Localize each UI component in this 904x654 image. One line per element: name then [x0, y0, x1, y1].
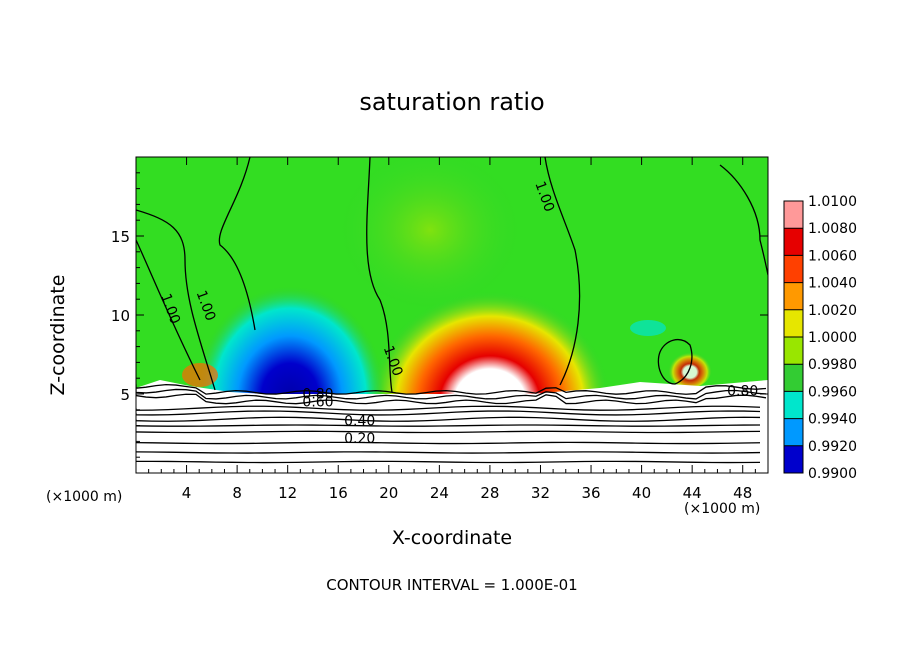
colorbar-label: 0.9900 [808, 466, 857, 482]
colorbar-band [784, 391, 803, 419]
x-tick-label: 8 [232, 484, 242, 502]
y-tick-label: 5 [120, 386, 130, 404]
colorbar-band [784, 364, 803, 392]
contour-line [136, 430, 761, 434]
colorbar-label: 0.9980 [808, 357, 857, 373]
colorbar-band [784, 282, 803, 310]
colorbar-band [784, 228, 803, 256]
contour-line [136, 405, 761, 411]
contour-lines [136, 157, 768, 464]
x-tick-label: 36 [581, 484, 600, 502]
contour-line [136, 441, 761, 445]
colorbar-label: 0.9960 [808, 384, 857, 400]
colorbar-band [784, 337, 803, 365]
contour-interval-note: CONTOUR INTERVAL = 1.000E-01 [326, 576, 578, 594]
x-tick-label: 32 [531, 484, 550, 502]
contour-line [719, 164, 768, 276]
x-unit-label-left: (×1000 m) [46, 489, 123, 505]
contour-line [136, 384, 767, 395]
contour-line [136, 460, 761, 464]
contour-label: 0.80 [302, 387, 333, 403]
colorbar-label: 1.0080 [808, 221, 857, 237]
colorbar-band [784, 201, 803, 229]
x-tick-label: 44 [683, 484, 702, 502]
x-tick-label: 12 [278, 484, 297, 502]
contour-line [136, 410, 761, 416]
x-tick-label: 48 [733, 484, 752, 502]
colorbar-label: 0.9920 [808, 439, 857, 455]
contour-line [136, 393, 767, 405]
colorbar-label: 1.0100 [808, 194, 857, 210]
contour-line [366, 157, 393, 393]
y-tick-label: 15 [111, 228, 130, 246]
colorbar-label: 1.0000 [808, 330, 857, 346]
colorbar-label: 1.0060 [808, 248, 857, 264]
colorbar-band [784, 418, 803, 446]
contour-line [136, 388, 767, 400]
contour-line [136, 424, 761, 427]
chart-title: saturation ratio [359, 88, 545, 116]
colorbar-label: 1.0040 [808, 276, 857, 292]
contour-label: 0.20 [344, 431, 375, 447]
contour-line [136, 209, 216, 391]
y-axis-label: Z-coordinate [47, 274, 69, 396]
heatmap-field [136, 157, 768, 473]
contour-line [218, 157, 256, 331]
x-axis-label: X-coordinate [391, 527, 513, 549]
contour-line [544, 157, 581, 386]
colorbar-label: 0.9940 [808, 412, 857, 428]
contour-line [657, 339, 693, 385]
contour-label: 0.80 [727, 384, 758, 400]
x-axis: 4 8 12 16 20 24 28 32 36 40 44 48 [148, 157, 756, 502]
contour-line [136, 451, 761, 454]
x-tick-label: 40 [632, 484, 651, 502]
x-tick-label: 16 [329, 484, 348, 502]
x-unit-label-right: (×1000 m) [684, 501, 761, 517]
contour-line [136, 416, 761, 422]
contour-label: 0.60 [302, 395, 333, 411]
x-tick-label: 24 [430, 484, 449, 502]
y-tick-label: 10 [111, 307, 130, 325]
contour-line [136, 239, 201, 381]
colorbar-band [784, 309, 803, 337]
colorbar-band [784, 445, 803, 473]
x-tick-label: 28 [480, 484, 499, 502]
colorbar: 1.0100 1.0080 1.0060 1.0040 1.0020 1.0000 0.99… [783, 194, 857, 482]
x-tick-label: 4 [182, 484, 192, 502]
colorbar-band [784, 255, 803, 283]
y-axis: 5 10 15 [111, 172, 768, 458]
colorbar-label: 1.0020 [808, 303, 857, 319]
contour-label: 0.40 [344, 414, 375, 430]
x-tick-label: 20 [379, 484, 398, 502]
